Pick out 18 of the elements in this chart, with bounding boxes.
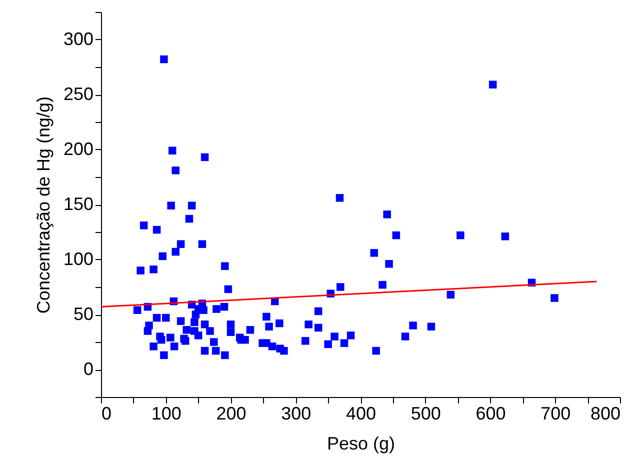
x-tick-label: 500 [410, 404, 441, 424]
y-tick-label: 0 [83, 359, 94, 379]
x-tick-label: 0 [102, 404, 112, 424]
x-tick-label: 100 [151, 404, 182, 424]
y-axis-title: Concentração de Hg (ng/g) [33, 96, 54, 314]
x-tick-label: 400 [346, 404, 376, 424]
x-tick-label: 200 [216, 404, 246, 424]
y-tick-label: 200 [63, 139, 94, 159]
x-tick-label: 800 [590, 404, 620, 424]
y-tick-label: 50 [73, 304, 94, 324]
y-tick-label: 150 [63, 194, 94, 214]
y-tick-label: 100 [63, 249, 94, 269]
x-tick-label: 300 [281, 404, 312, 424]
x-tick-label: 700 [540, 404, 571, 424]
x-axis-title: Peso (g) [326, 434, 396, 454]
x-tick-label: 600 [476, 404, 506, 424]
y-tick-label: 250 [63, 84, 94, 104]
y-tick-label: 300 [63, 29, 94, 49]
